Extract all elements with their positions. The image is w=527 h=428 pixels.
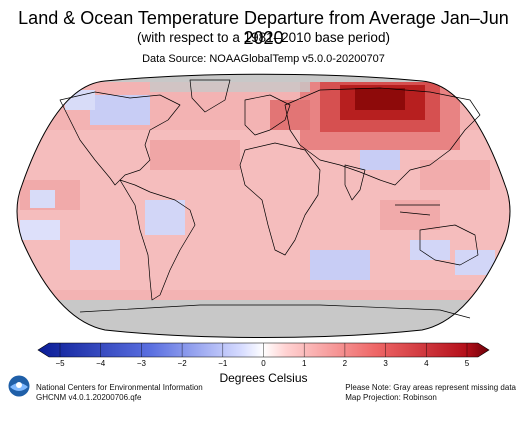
footer-projection: Map Projection: Robinson: [345, 393, 437, 402]
colorbar-tick-label: 3: [383, 359, 388, 368]
colorbar-tick-label: −2: [178, 359, 188, 368]
colorbar-tick-label: 5: [465, 359, 470, 368]
colorbar: −5 −4 −3 −2 −1 0 1 2 3 4 5: [37, 342, 490, 368]
footer-version: GHCNM v4.0.1.20200706.qfe: [36, 393, 142, 402]
colorbar-tick-label: 1: [302, 359, 307, 368]
footer-note: Please Note: Gray areas represent missin…: [345, 383, 516, 392]
footer-org: National Centers for Environmental Infor…: [36, 383, 203, 392]
noaa-logo-icon: [8, 375, 30, 397]
data-source: Data Source: NOAAGlobalTemp v5.0.0-20200…: [142, 53, 385, 65]
colorbar-tick-label: −1: [218, 359, 228, 368]
colorbar-tick-label: 2: [343, 359, 348, 368]
colorbar-ticks: −5 −4 −3 −2 −1 0 1 2 3 4 5: [55, 343, 470, 368]
map-border: [16, 73, 511, 338]
footer-right: Please Note: Gray areas represent missin…: [345, 383, 516, 403]
map-subtitle: (with respect to a 1981–2010 base period…: [137, 30, 390, 45]
colorbar-tick-label: −5: [55, 359, 65, 368]
footer-left: National Centers for Environmental Infor…: [36, 383, 203, 403]
colorbar-tick-label: −3: [137, 359, 147, 368]
map-title: Land & Ocean Temperature Departure from …: [18, 8, 509, 48]
coastlines: [59, 79, 481, 319]
colorbar-tick-label: −4: [96, 359, 106, 368]
colorbar-tick-label: 4: [424, 359, 429, 368]
legend-title: Degrees Celsius: [219, 371, 308, 385]
colorbar-tick-label: 0: [261, 359, 266, 368]
map-field: [17, 74, 510, 338]
